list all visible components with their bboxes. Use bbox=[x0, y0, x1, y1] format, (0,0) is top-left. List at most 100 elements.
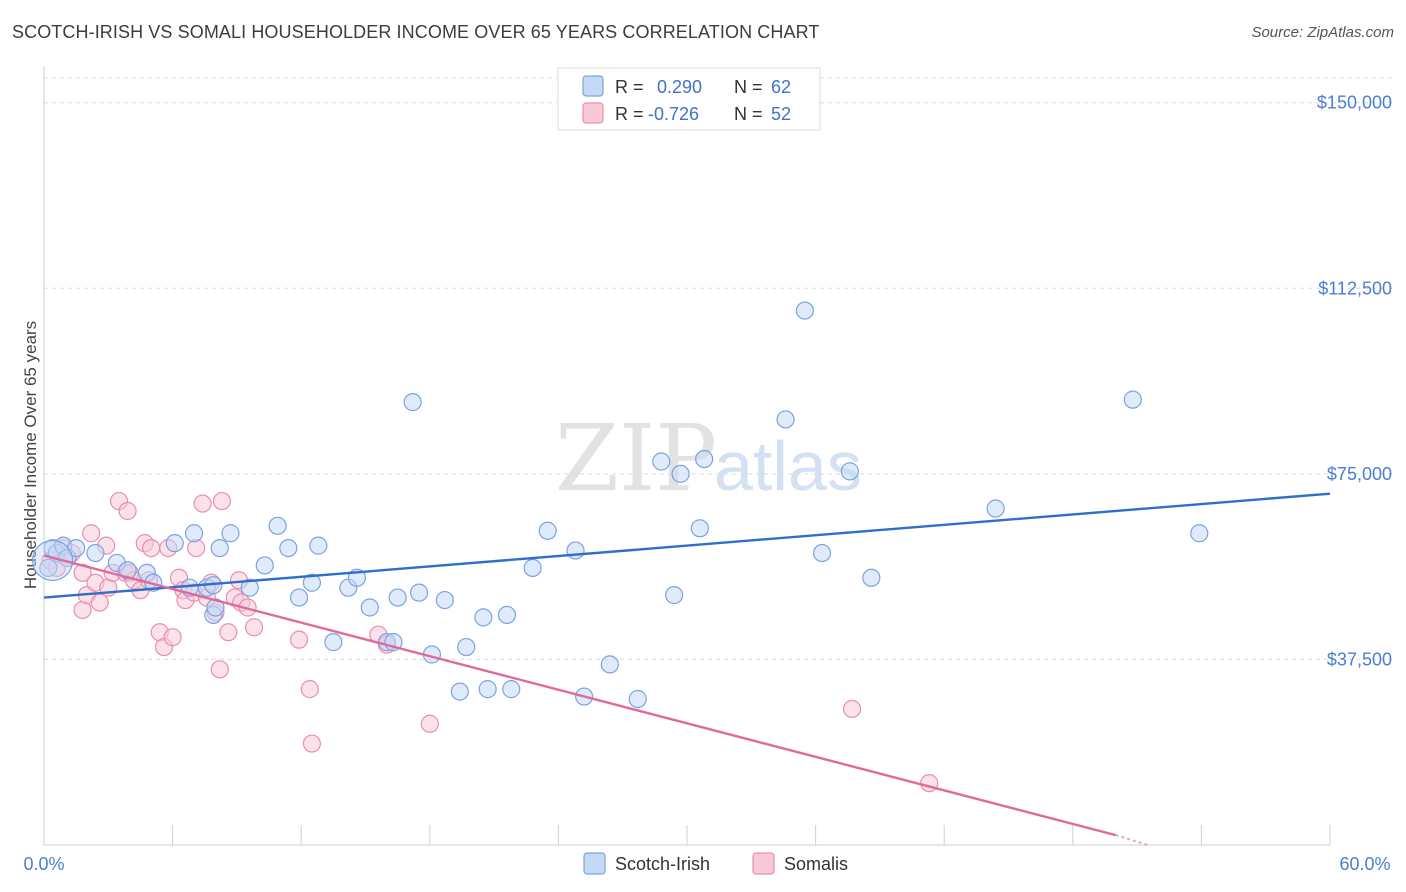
data-point-scotch-irish bbox=[523, 558, 542, 577]
x-tick-label: 0.0% bbox=[23, 854, 64, 874]
data-point-scotch-irish bbox=[309, 536, 328, 555]
data-point-scotch-irish bbox=[986, 499, 1005, 518]
data-point-scotch-irish bbox=[1123, 390, 1142, 409]
data-point-scotch-irish bbox=[165, 534, 184, 553]
trend-line-scotch-irish bbox=[43, 492, 1331, 599]
chart-title: SCOTCH-IRISH VS SOMALI HOUSEHOLDER INCOM… bbox=[12, 22, 820, 42]
data-point-scotch-irish bbox=[302, 573, 322, 592]
watermark-zip: ZIP bbox=[555, 405, 717, 512]
x-tick-labels: 0.0% 60.0% bbox=[23, 854, 1390, 874]
data-point-somalis bbox=[300, 680, 319, 699]
data-point-somalis bbox=[842, 699, 862, 719]
trend-line-somalis bbox=[43, 554, 1116, 837]
gridlines bbox=[44, 77, 1392, 660]
series-legend-swatch-scotch-irish bbox=[583, 852, 606, 875]
y-tick-label: $112,500 bbox=[1318, 278, 1392, 298]
data-point-scotch-irish bbox=[474, 608, 493, 627]
data-point-scotch-irish bbox=[665, 586, 684, 605]
legend-r-value: 0.290 bbox=[657, 77, 702, 97]
data-point-scotch-irish bbox=[628, 689, 647, 709]
trend-line-somalis-extension bbox=[1115, 834, 1149, 846]
watermark: ZIP atlas bbox=[555, 405, 862, 512]
data-point-scotch-irish bbox=[862, 568, 881, 587]
series-legend: Scotch-Irish Somalis bbox=[583, 852, 848, 875]
data-point-scotch-irish bbox=[776, 410, 795, 429]
data-point-scotch-irish bbox=[671, 464, 690, 483]
data-point-somalis bbox=[193, 494, 212, 513]
legend-swatch-blue bbox=[582, 75, 604, 97]
data-point-somalis bbox=[163, 628, 182, 647]
y-tick-label: $37,500 bbox=[1327, 649, 1392, 669]
y-tick-label: $75,000 bbox=[1327, 464, 1392, 484]
data-point-scotch-irish bbox=[360, 598, 379, 617]
series-legend-label-somalis: Somalis bbox=[784, 854, 848, 874]
data-point-scotch-irish bbox=[1190, 524, 1209, 543]
data-point-somalis bbox=[302, 734, 322, 753]
data-point-scotch-irish bbox=[86, 543, 105, 563]
y-tick-label: $150,000 bbox=[1317, 93, 1392, 113]
data-point-somalis bbox=[142, 538, 161, 558]
data-point-scotch-irish bbox=[497, 605, 517, 625]
legend-n-label: N = bbox=[734, 77, 763, 97]
data-point-scotch-irish bbox=[502, 680, 521, 699]
data-point-scotch-irish bbox=[566, 541, 585, 560]
data-point-somalis bbox=[219, 623, 238, 642]
data-point-scotch-irish bbox=[210, 538, 229, 558]
legend-swatch-pink bbox=[582, 102, 604, 124]
correlation-legend: R = 0.290 N = 62 R = -0.726 N = 52 bbox=[557, 67, 821, 131]
series-legend-label-scotch-irish: Scotch-Irish bbox=[615, 854, 710, 874]
data-point-scotch-irish bbox=[690, 519, 709, 538]
data-point-scotch-irish bbox=[478, 680, 497, 699]
legend-n-value: 52 bbox=[771, 104, 791, 124]
data-point-scotch-irish bbox=[652, 452, 671, 471]
data-point-scotch-irish bbox=[812, 543, 832, 563]
data-point-scotch-irish bbox=[31, 539, 74, 582]
legend-r-value: -0.726 bbox=[648, 104, 699, 124]
data-point-scotch-irish bbox=[240, 578, 259, 597]
data-point-somalis bbox=[73, 563, 92, 582]
data-point-scotch-irish bbox=[450, 682, 469, 701]
data-point-somalis bbox=[187, 538, 206, 558]
y-tick-labels: $37,500 $75,000 $112,500 $150,000 bbox=[1317, 93, 1392, 670]
data-point-somalis bbox=[118, 501, 137, 521]
series-scotch-irish-points bbox=[31, 301, 1209, 709]
data-point-somalis bbox=[212, 491, 231, 511]
data-point-scotch-irish bbox=[255, 556, 274, 575]
data-point-somalis bbox=[420, 714, 439, 733]
data-point-scotch-irish bbox=[39, 558, 58, 577]
data-point-scotch-irish bbox=[695, 449, 714, 469]
data-point-scotch-irish bbox=[268, 516, 287, 535]
data-point-scotch-irish bbox=[118, 561, 137, 580]
data-point-scotch-irish bbox=[600, 655, 619, 674]
legend-r-label: R = bbox=[615, 104, 644, 124]
x-tick-label: 60.0% bbox=[1339, 854, 1390, 874]
data-point-scotch-irish bbox=[221, 524, 240, 543]
legend-r-label: R = bbox=[615, 77, 644, 97]
legend-n-label: N = bbox=[734, 104, 763, 124]
watermark-atlas: atlas bbox=[714, 427, 862, 505]
data-point-scotch-irish bbox=[403, 393, 422, 412]
data-point-scotch-irish bbox=[289, 588, 309, 607]
data-point-scotch-irish bbox=[279, 538, 298, 558]
legend-n-value: 62 bbox=[771, 77, 791, 97]
data-point-scotch-irish bbox=[457, 637, 476, 657]
y-axis-title: Householder Income Over 65 years bbox=[21, 321, 40, 589]
data-point-somalis bbox=[210, 660, 229, 679]
data-point-scotch-irish bbox=[184, 524, 204, 543]
trend-lines bbox=[43, 492, 1331, 846]
data-point-scotch-irish bbox=[840, 462, 859, 481]
data-point-somalis bbox=[90, 593, 109, 612]
source-credit: Source: ZipAtlas.com bbox=[1251, 24, 1394, 41]
data-point-somalis bbox=[289, 630, 309, 649]
data-point-scotch-irish bbox=[388, 588, 407, 607]
series-legend-swatch-somalis bbox=[752, 852, 775, 875]
data-point-scotch-irish bbox=[409, 583, 429, 602]
axes bbox=[43, 66, 1331, 846]
data-point-scotch-irish bbox=[538, 521, 557, 540]
data-point-somalis bbox=[244, 618, 264, 637]
data-point-scotch-irish bbox=[206, 598, 225, 617]
data-point-scotch-irish bbox=[435, 590, 454, 610]
data-point-somalis bbox=[82, 524, 101, 543]
data-point-scotch-irish bbox=[324, 633, 343, 652]
